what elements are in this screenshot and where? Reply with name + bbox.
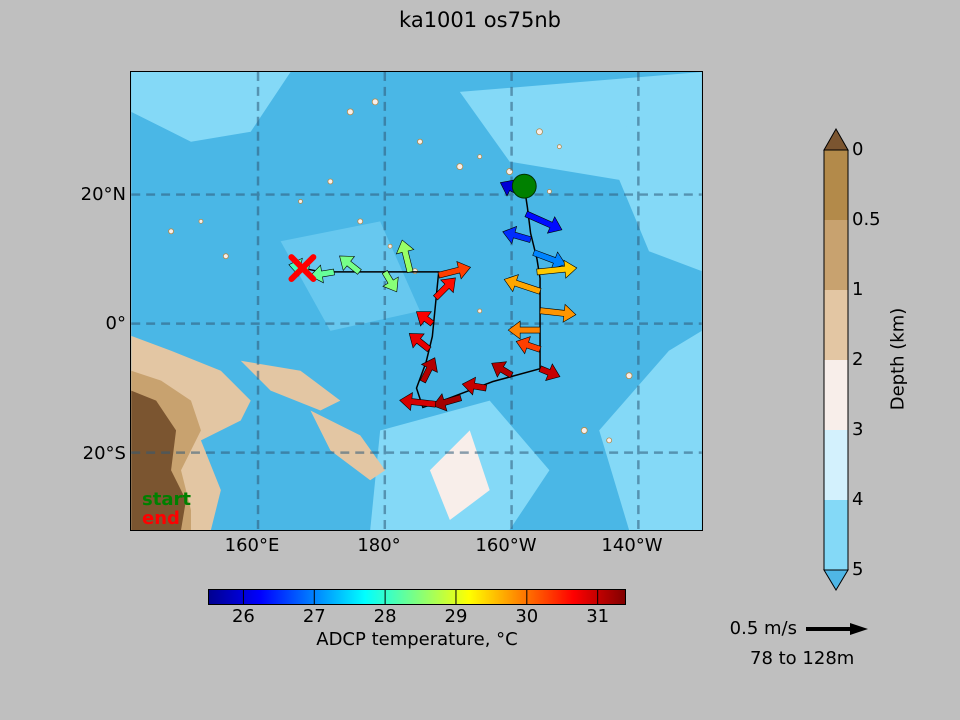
depth-band <box>824 220 848 290</box>
temperature-colorbar-label: ADCP temperature, °C <box>316 629 518 650</box>
temperature-tick-label: 29 <box>444 606 468 627</box>
lat-label-20n: 20°N <box>80 184 126 205</box>
lat-label-0: 0° <box>105 313 126 334</box>
current-vector-arrow <box>461 376 488 396</box>
current-vector-arrow <box>416 311 435 327</box>
temperature-tick-label: 27 <box>302 606 326 627</box>
depth-band <box>824 150 848 220</box>
graticule <box>131 72 702 530</box>
shallow-region <box>599 330 702 530</box>
temperature-colorbar <box>208 589 626 605</box>
depth-extend-bottom <box>823 569 849 591</box>
current-vector-arrow <box>515 336 542 355</box>
depth-band <box>824 500 848 570</box>
shallow-region <box>131 72 291 142</box>
map-canvas <box>130 71 703 531</box>
depth-colorbar <box>823 128 849 591</box>
shallow-region <box>599 111 702 272</box>
lon-label-180: 180° <box>357 535 401 556</box>
temperature-tick-label: 26 <box>231 606 255 627</box>
reference-speed: 0.5 m/s <box>729 618 797 639</box>
depth-colorbar-label: Depth (km) <box>887 307 909 411</box>
end-marker-stroke <box>288 254 317 283</box>
current-vector-arrow <box>437 260 472 280</box>
depth-tick-label: 2 <box>852 349 864 370</box>
lon-label-140w: 140°W <box>601 535 663 556</box>
legend-start: start <box>142 489 191 510</box>
depth-tick-label: 5 <box>852 559 864 580</box>
island-chains <box>168 98 633 444</box>
current-vector-arrow <box>538 363 561 381</box>
depth-tick-label: 3 <box>852 419 864 440</box>
depth-tick-label: 1 <box>852 279 864 300</box>
reference-arrow <box>806 623 868 635</box>
reference-depth-range: 78 to 128m <box>750 648 855 669</box>
depth-band <box>824 360 848 430</box>
current-vector-arrow <box>536 259 578 279</box>
current-vector-arrow <box>502 225 532 245</box>
island-chain <box>310 410 386 481</box>
current-vector-arrow <box>381 270 399 293</box>
current-vector-arrow <box>433 277 456 301</box>
current-vector-arrow <box>408 333 432 353</box>
depth-band <box>824 290 848 360</box>
depth-tick-label: 0 <box>852 139 864 160</box>
current-vector-arrow <box>432 393 463 412</box>
current-vector-arrow <box>309 264 335 284</box>
temperature-tick-marks <box>242 589 599 605</box>
current-vectors <box>288 179 578 412</box>
lat-label-20s: 20°S <box>82 443 126 464</box>
current-vector-arrow <box>399 392 437 412</box>
current-vector-arrow <box>503 274 542 295</box>
lon-label-160w: 160°W <box>475 535 537 556</box>
land-core <box>131 390 187 530</box>
legend-end: end <box>142 508 180 529</box>
current-vector-arrow <box>491 361 514 379</box>
start-marker <box>511 173 537 199</box>
map-panel <box>130 71 703 531</box>
island-chain <box>429 430 490 521</box>
current-vector-arrow <box>524 210 563 234</box>
temperature-tick-label: 28 <box>373 606 397 627</box>
island-chain <box>240 360 341 411</box>
current-vector-arrow <box>419 357 438 384</box>
end-marker <box>288 254 317 283</box>
depth-band <box>824 430 848 500</box>
depth-tick-label: 4 <box>852 489 864 510</box>
temperature-gradient <box>208 589 626 605</box>
temperature-tick-label: 31 <box>586 606 610 627</box>
temperature-tick-label: 30 <box>515 606 539 627</box>
depth-frame <box>823 149 849 571</box>
depth-tick-label: 0.5 <box>852 209 881 230</box>
lon-label-160e: 160°E <box>224 535 280 556</box>
depth-extend-top <box>823 128 849 151</box>
current-vector-arrow <box>339 255 362 275</box>
current-vector-arrow <box>507 320 541 340</box>
current-vector-arrow <box>532 249 567 270</box>
plot-title: ka1001 os75nb <box>399 8 561 32</box>
current-vector-arrow <box>539 303 577 323</box>
current-vector-arrow <box>395 239 415 274</box>
